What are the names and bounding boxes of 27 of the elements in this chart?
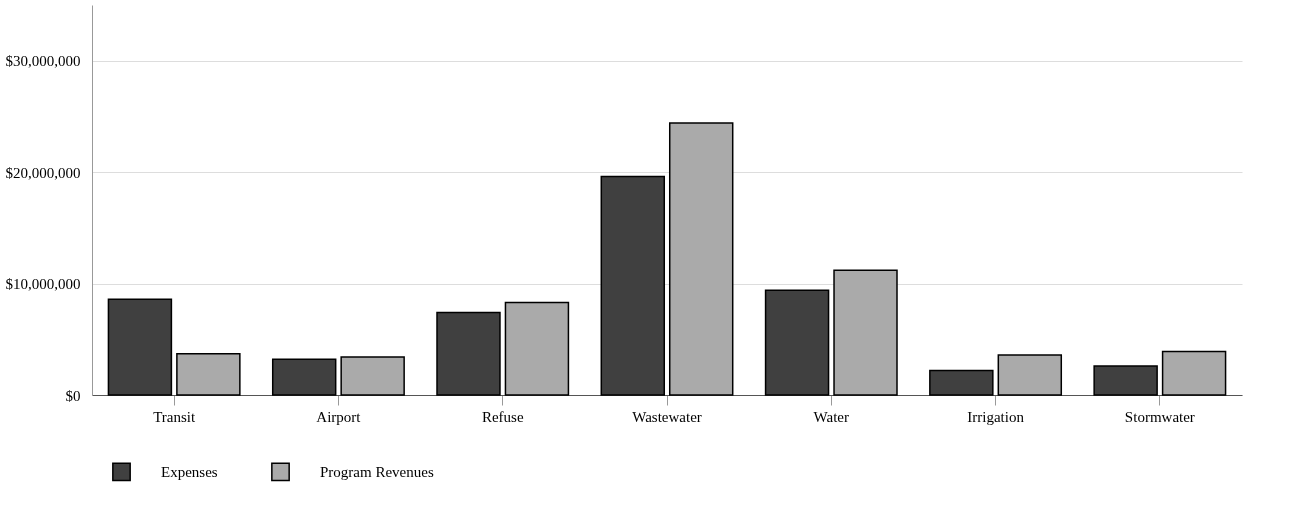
y-tick-label: $20,000,000 (5, 164, 81, 181)
x-tick-label: Stormwater (1124, 408, 1195, 425)
y-tick-label: $10,000,000 (5, 276, 81, 293)
y-tick-label: $30,000,000 (5, 53, 81, 70)
bar (176, 353, 241, 396)
bar (271, 358, 337, 396)
x-tick-label: Wastewater (632, 408, 702, 425)
bar (600, 175, 666, 396)
bar (833, 269, 898, 396)
x-tick-label: Refuse (481, 408, 524, 425)
x-tick-label: Water (813, 408, 850, 425)
x-tick-label: Irrigation (967, 408, 1025, 425)
bar (504, 301, 570, 396)
bar (764, 289, 830, 396)
bar (1161, 350, 1227, 396)
bar (107, 298, 173, 396)
x-tick-label: Airport (316, 408, 362, 425)
bar (929, 369, 994, 396)
bar (1093, 365, 1158, 396)
x-tick-label: Transit (153, 408, 196, 425)
bar (340, 356, 405, 396)
y-tick-label: $0 (65, 387, 81, 404)
legend-label: Program Revenues (320, 463, 434, 480)
bar (436, 311, 501, 396)
bar (668, 122, 734, 396)
legend-label: Expenses (161, 463, 218, 480)
bar (997, 354, 1063, 396)
